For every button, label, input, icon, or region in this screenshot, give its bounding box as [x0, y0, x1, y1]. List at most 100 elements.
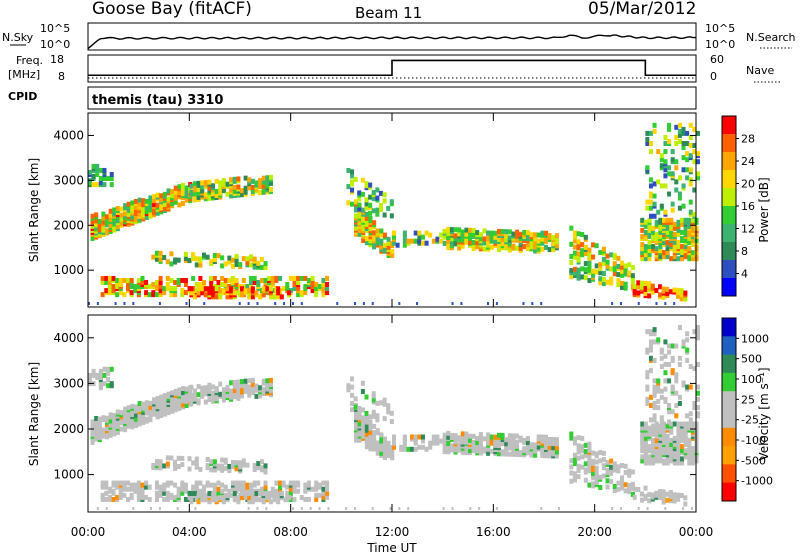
power-cell — [198, 256, 203, 262]
velocity-cell — [133, 486, 138, 492]
power-cell — [346, 200, 351, 206]
velocity-cell — [420, 434, 425, 440]
power-cell — [194, 262, 199, 268]
power-cell — [371, 190, 376, 196]
power-cell — [683, 244, 688, 250]
velocity-cell — [683, 421, 688, 427]
power-cell — [694, 244, 699, 250]
velocity-cell — [652, 405, 657, 411]
power-cell — [234, 277, 239, 283]
velocity-cell — [540, 434, 545, 440]
power-cell — [676, 219, 681, 225]
velocity-cell — [547, 451, 552, 457]
velocity-cell — [652, 357, 657, 363]
power-cell — [591, 254, 596, 260]
velocity-cell — [446, 434, 451, 440]
power-cell — [198, 262, 203, 268]
power-cell — [547, 247, 552, 253]
velocity-cell — [364, 423, 369, 429]
velocity-cell — [685, 384, 690, 390]
power-cell — [551, 241, 556, 247]
velocity-cell — [594, 465, 599, 471]
velocity-cell — [136, 480, 141, 486]
power-cell — [281, 286, 286, 292]
power-cell — [278, 275, 283, 281]
power-cell — [652, 128, 657, 134]
velocity-cell — [234, 480, 239, 486]
power-cell — [115, 205, 120, 211]
power-cell — [306, 277, 311, 283]
velocity-cell — [261, 386, 266, 392]
power-cell — [90, 213, 95, 219]
velocity-cell — [572, 456, 577, 462]
power-cell — [601, 270, 606, 276]
power-cell — [680, 235, 685, 241]
power-cell — [464, 237, 469, 243]
velocity-cell — [692, 405, 697, 411]
power-cell — [148, 195, 153, 201]
power-cell — [218, 288, 223, 294]
power-cell — [677, 132, 682, 138]
velocity-cell — [158, 459, 163, 465]
power-cell — [258, 190, 263, 196]
velocity-cell — [325, 480, 330, 486]
power-cell — [261, 286, 266, 292]
power-cell — [106, 176, 111, 182]
power-cell — [540, 246, 545, 252]
power-cell — [158, 250, 163, 256]
velocity-cell — [176, 486, 181, 492]
velocity-cell — [694, 442, 699, 448]
velocity-cell — [192, 491, 197, 497]
power-cell — [515, 229, 520, 235]
velocity-cell — [154, 490, 159, 496]
velocity-cell — [111, 488, 116, 494]
velocity-cell — [643, 448, 648, 454]
power-cell — [162, 290, 167, 296]
power-cell — [354, 225, 359, 231]
power-cell — [468, 235, 473, 241]
power-cell — [482, 228, 487, 234]
power-cell — [449, 227, 454, 233]
beam-label: Beam 11 — [355, 4, 422, 22]
velocity-cell — [209, 467, 214, 473]
power-cell — [232, 188, 237, 194]
power-cell — [252, 275, 257, 281]
power-cell — [665, 229, 670, 235]
power-cell — [677, 128, 682, 134]
power-cell — [533, 232, 538, 238]
velocity-cell — [115, 484, 120, 490]
power-cell — [162, 286, 167, 292]
power-cell — [591, 268, 596, 274]
power-cell — [667, 126, 672, 132]
power-cell — [214, 192, 219, 198]
velocity-cell — [296, 488, 301, 494]
velocity-cell — [471, 439, 476, 445]
power-cell — [258, 184, 263, 190]
velocity-cell — [152, 411, 157, 417]
velocity-cell — [609, 458, 614, 464]
velocity-cell — [605, 459, 610, 465]
power-cell — [475, 244, 480, 250]
power-cell — [672, 225, 677, 231]
power-cell — [119, 212, 124, 218]
power-cell — [672, 254, 677, 260]
power-cell — [104, 288, 109, 294]
noise-right-tick-bottom: 10^0 — [705, 38, 735, 51]
power-cell — [690, 217, 695, 223]
velocity-cell — [665, 423, 670, 429]
velocity-cell — [247, 507, 250, 510]
velocity-cell — [670, 409, 675, 415]
power-cell — [137, 197, 142, 203]
power-cell — [659, 153, 664, 159]
power-cell — [569, 268, 574, 274]
freq-label: Freq. — [16, 54, 43, 67]
velocity-cell — [154, 484, 159, 490]
velocity-cell — [238, 460, 243, 466]
power-cell — [471, 227, 476, 233]
power-cell — [392, 240, 397, 246]
power-cell — [350, 201, 355, 207]
velocity-cell — [661, 499, 666, 505]
power-cell — [205, 254, 210, 260]
velocity-cell — [643, 421, 648, 427]
velocity-cell — [661, 435, 666, 441]
